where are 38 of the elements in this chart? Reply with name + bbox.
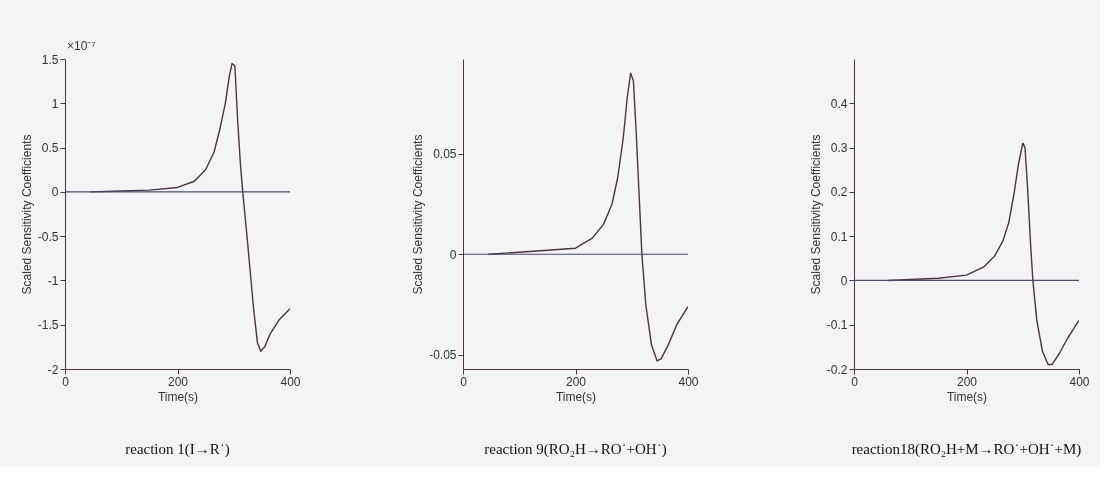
y-tick-label: 0.5: [41, 141, 59, 156]
y-tick-label: 0.4: [830, 96, 848, 111]
y-tick-label: 0: [449, 247, 457, 262]
text: reaction 1(I→R˙): [125, 441, 230, 458]
x-tick-label: 400: [1069, 374, 1090, 389]
y-tick-label: 0.3: [830, 141, 848, 156]
y-tick-label: 1.5: [41, 52, 59, 67]
line-series: [487, 72, 688, 362]
x-axis-title: Time(s): [946, 389, 988, 404]
y-tick-label: 0: [51, 185, 59, 200]
y-tick-label: -0.5: [37, 229, 59, 244]
y-tick-label: -1: [47, 273, 59, 288]
text: ×10⁻⁷: [67, 39, 96, 53]
x-tick-label: 200: [565, 374, 587, 389]
x-tick-label: 0: [460, 374, 468, 389]
text: reaction 9(RO₂H→RO˙+OH˙): [484, 441, 667, 458]
text: reaction18(RO₂H+M→RO˙+OH˙+M): [851, 441, 1082, 458]
x-tick-label: 400: [678, 374, 699, 389]
y-tick-label: 1: [51, 96, 59, 111]
y-tick-label: -0.1: [826, 318, 848, 333]
y-tick-label: 0: [840, 273, 848, 288]
x-tick-label: 0: [62, 374, 70, 389]
x-tick-label: 400: [280, 374, 301, 389]
x-tick-label: 200: [956, 374, 978, 389]
y-axis-title: Scaled Sensitivity Coefficients: [411, 134, 426, 295]
x-axis-title: Time(s): [157, 389, 199, 404]
x-tick-label: 200: [167, 374, 189, 389]
x-axis-title: Time(s): [555, 389, 597, 404]
y-tick-label: -1.5: [37, 318, 59, 333]
y-tick-label: 0.2: [830, 185, 848, 200]
y-tick-label: -0.05: [429, 348, 457, 363]
x-tick-label: 0: [851, 374, 859, 389]
y-axis-title: Scaled Sensitivity Coefficients: [19, 134, 34, 295]
y-tick-label: 0.05: [433, 147, 457, 162]
y-tick-label: -2: [47, 362, 59, 377]
y-tick-label: -0.2: [826, 362, 848, 377]
y-axis-title: Scaled Sensitivity Coefficients: [808, 134, 823, 295]
y-tick-label: 0.1: [830, 229, 848, 244]
